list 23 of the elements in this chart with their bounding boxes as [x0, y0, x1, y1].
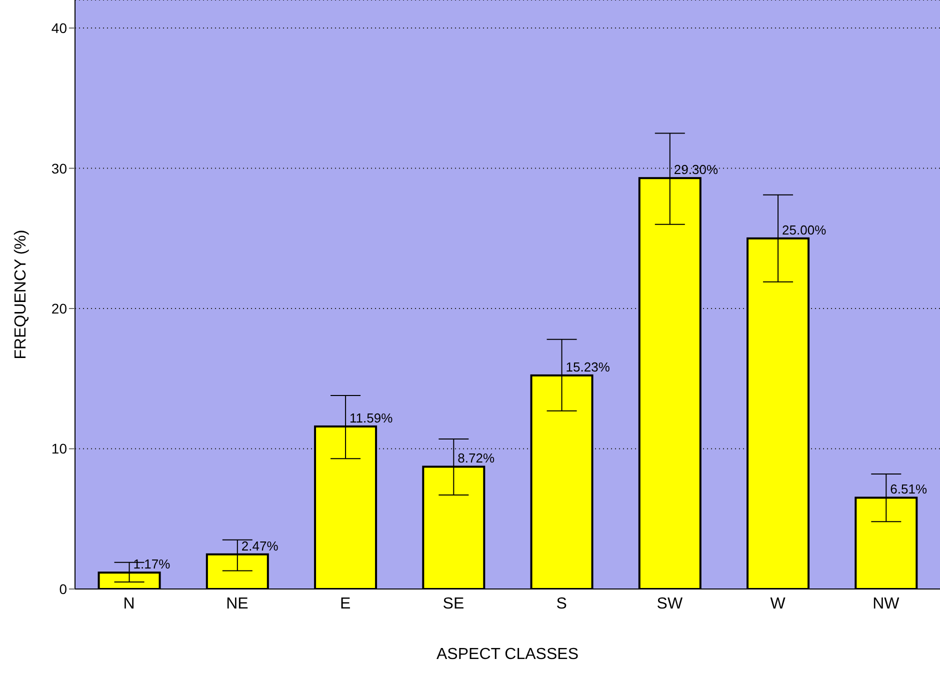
data-label: 11.59% — [350, 410, 394, 426]
x-tick-label: SE — [442, 595, 464, 612]
data-label: 8.72% — [458, 450, 495, 466]
x-tick-label: W — [770, 595, 786, 612]
data-label: 6.51% — [890, 482, 928, 497]
data-label: 2.47% — [241, 538, 279, 554]
x-tick-label: SW — [656, 595, 684, 612]
data-label: 1.17% — [133, 556, 171, 572]
y-tick-label: 30 — [51, 160, 68, 176]
data-label: 25.00% — [782, 222, 827, 238]
y-tick-label: 0 — [59, 580, 68, 597]
y-tick-label: 40 — [51, 20, 68, 36]
data-label: 29.30% — [674, 162, 718, 178]
x-tick-label: E — [340, 595, 351, 612]
x-tick-label: NE — [226, 595, 248, 612]
x-tick-label: S — [556, 595, 567, 612]
data-label: 15.23% — [566, 359, 610, 374]
x-tick-label: N — [123, 595, 135, 612]
x-tick-label: NW — [872, 595, 900, 612]
y-tick-label: 20 — [51, 300, 68, 316]
y-tick-label: 10 — [51, 440, 68, 457]
y-axis-title: FREQUENCY (%) — [12, 230, 30, 360]
x-axis-title: ASPECT CLASSES — [436, 646, 578, 663]
